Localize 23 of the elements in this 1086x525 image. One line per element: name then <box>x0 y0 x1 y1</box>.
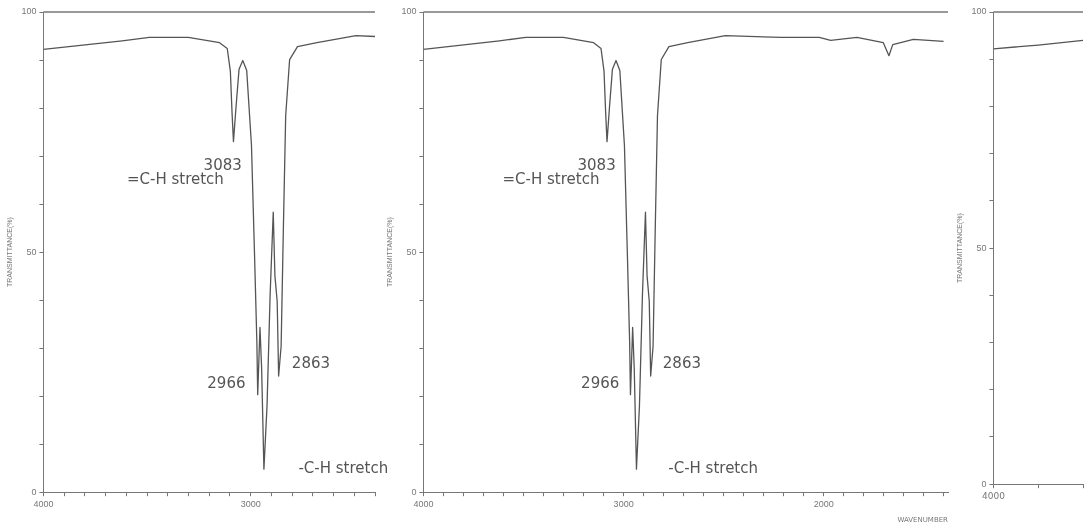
y-tick-label: 50 <box>26 246 37 257</box>
y-tick-label: 100 <box>971 6 987 17</box>
y-tick-label: 100 <box>401 6 417 17</box>
x-tick-label: 2000 <box>813 499 834 510</box>
y-tick-label: 0 <box>981 478 987 489</box>
annotation: 2966 <box>581 373 620 392</box>
x-tick-label: 3000 <box>613 499 634 510</box>
annotation: 2863 <box>291 353 331 372</box>
annotation: =C-H stretch <box>502 169 600 188</box>
y-tick-label: 50 <box>976 242 987 253</box>
x-tick-label: 4000 <box>413 499 434 510</box>
annotation: 2966 <box>207 373 246 392</box>
annotation: -C-H stretch <box>668 459 759 478</box>
annotation: 2863 <box>662 353 701 372</box>
y-tick-label: 100 <box>21 6 37 17</box>
x-tick-label: 3000 <box>240 499 261 510</box>
y-tick-label: 50 <box>406 246 417 257</box>
annotation: =C-H stretch <box>126 169 224 188</box>
annotation: -C-H stretch <box>298 459 389 478</box>
x-tick-label: 4000 <box>33 499 54 510</box>
y-tick-label: 0 <box>411 486 417 497</box>
y-tick-label: 0 <box>31 486 37 497</box>
text: 4000 <box>981 491 1006 502</box>
